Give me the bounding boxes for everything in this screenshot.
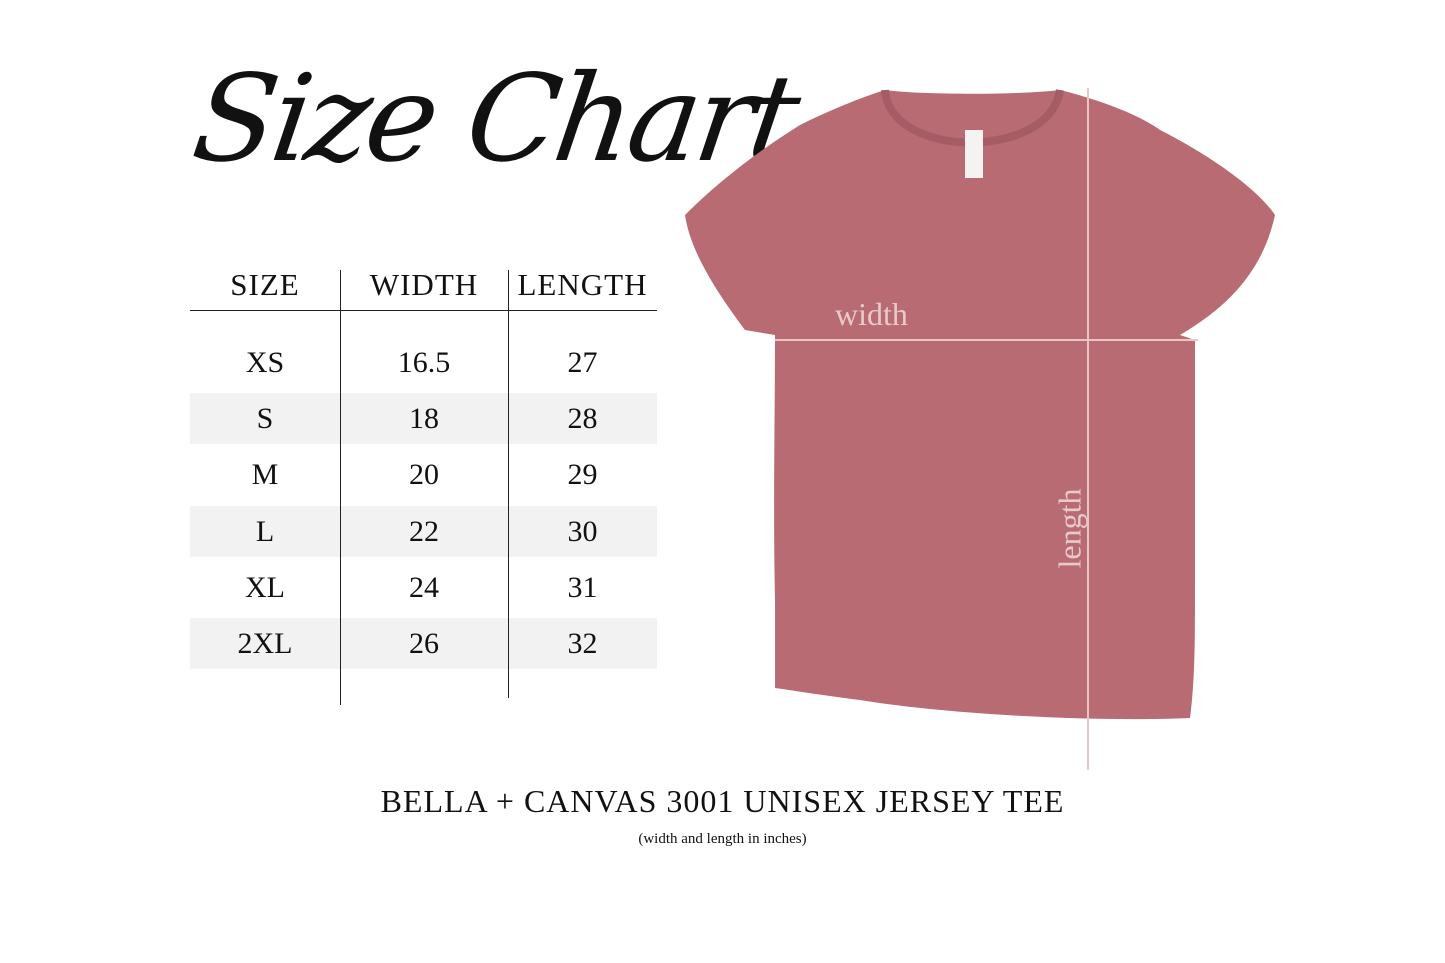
- cell-size: L: [255, 515, 275, 548]
- cell-size: XS: [245, 346, 285, 379]
- cell-width: 22: [409, 515, 439, 548]
- table-row: L 22 30: [190, 506, 657, 557]
- width-label: width: [835, 296, 908, 332]
- cell-size: M: [251, 458, 279, 491]
- column-divider: [340, 270, 341, 705]
- length-label: length: [1051, 488, 1088, 569]
- cell-length: 31: [567, 571, 598, 604]
- shirt-tag: [965, 130, 983, 178]
- row-shade: [190, 506, 657, 557]
- cell-length: 29: [567, 458, 598, 491]
- header-width: WIDTH: [369, 267, 479, 302]
- header-divider: [190, 310, 657, 311]
- units-note: (width and length in inches): [638, 831, 807, 847]
- tshirt-shape: [685, 90, 1275, 720]
- column-divider: [508, 270, 509, 698]
- size-table: SIZE WIDTH LENGTH XS 16.5 27 S 18 28 M 20 29 L 22 3…: [190, 265, 657, 705]
- cell-width: 26: [409, 627, 439, 660]
- cell-size: S: [256, 402, 274, 435]
- cell-size: 2XL: [237, 627, 293, 660]
- header-size: SIZE: [230, 267, 300, 302]
- table-row: XS 16.5 27: [190, 337, 657, 388]
- table-row: 2XL 26 32: [190, 618, 657, 669]
- cell-length: 27: [567, 346, 598, 379]
- header-length: LENGTH: [517, 267, 648, 302]
- table-row: XL 24 31: [190, 562, 657, 613]
- cell-length: 32: [567, 627, 598, 660]
- row-shade: [190, 393, 657, 444]
- cell-width: 24: [409, 571, 439, 604]
- product-title: BELLA + CANVAS 3001 UNISEX JERSEY TEE: [380, 783, 1065, 819]
- cell-width: 18: [409, 402, 439, 435]
- cell-width: 16.5: [397, 346, 451, 379]
- cell-width: 20: [409, 458, 439, 491]
- cell-length: 28: [567, 402, 598, 435]
- table-row: M 20 29: [190, 449, 657, 500]
- row-shade: [190, 618, 657, 669]
- table-row: S 18 28: [190, 393, 657, 444]
- cell-length: 30: [567, 515, 598, 548]
- cell-size: XL: [245, 571, 285, 604]
